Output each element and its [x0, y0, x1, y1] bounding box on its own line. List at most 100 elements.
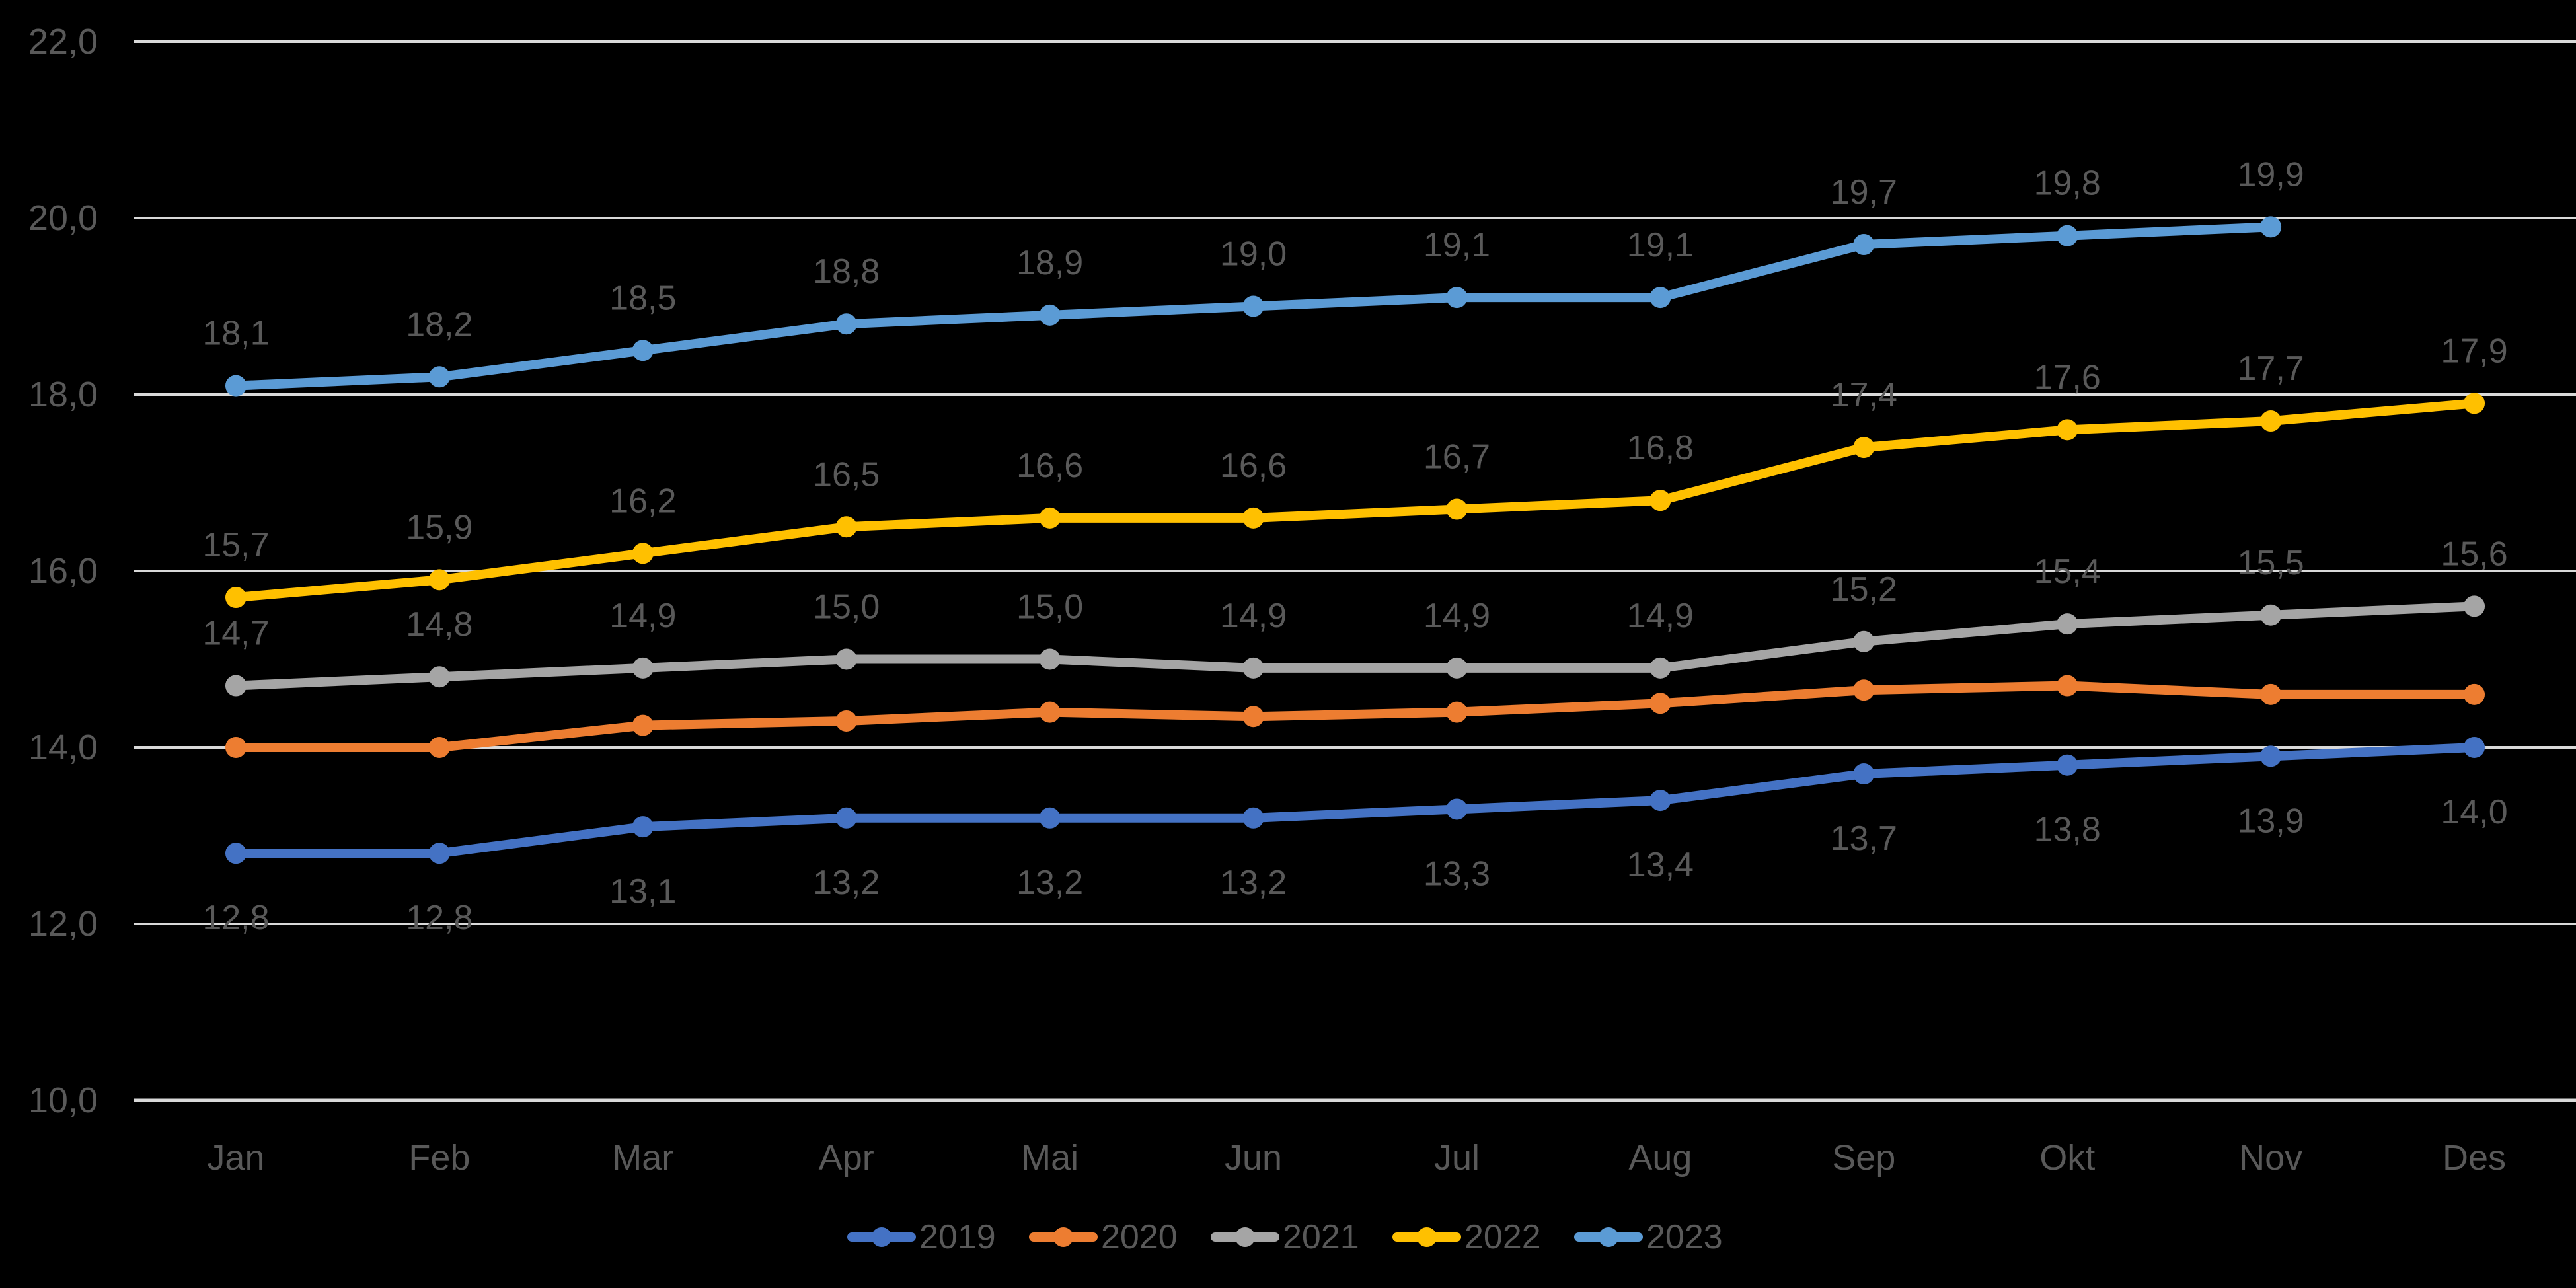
data-point-marker — [225, 843, 246, 864]
data-label: 18,2 — [406, 305, 473, 344]
legend-label: 2021 — [1283, 1218, 1359, 1256]
data-label: 18,8 — [813, 252, 880, 291]
data-label: 13,3 — [1423, 854, 1490, 893]
data-labels-2021: 14,7 14,8 14,9 15,0 15,0 14,9 14,9 14,9 15,2 15,4… — [202, 535, 2507, 652]
x-axis-label: Jul — [1434, 1138, 1480, 1178]
data-point-marker — [2260, 410, 2282, 432]
data-label: 13,2 — [1016, 864, 1083, 902]
data-point-marker — [2057, 754, 2078, 776]
data-point-marker — [1446, 498, 1468, 520]
data-label: 14,9 — [1627, 597, 1694, 635]
series-line-2021 — [231, 601, 2480, 691]
x-axis-label: Mai — [1021, 1138, 1079, 1178]
data-label: 14,7 — [202, 615, 269, 653]
data-label: 15,2 — [1831, 570, 1897, 609]
series-2023 — [225, 216, 2282, 397]
data-point-marker — [835, 648, 857, 670]
data-label: 15,9 — [406, 508, 473, 547]
data-label: 19,7 — [1831, 173, 1897, 211]
data-label: 15,0 — [813, 588, 880, 626]
x-axis-label: Mar — [612, 1138, 673, 1178]
data-point-marker — [1242, 657, 1264, 679]
data-point-marker — [2260, 745, 2282, 767]
data-point-marker — [2260, 604, 2282, 626]
data-point-marker — [225, 737, 246, 758]
x-axis-label: Sep — [1832, 1138, 1895, 1178]
data-point-marker — [1853, 630, 1875, 652]
y-axis-tick-label: 10,0 — [28, 1080, 98, 1120]
x-axis-label: Jun — [1225, 1138, 1282, 1178]
data-label: 12,8 — [406, 899, 473, 937]
legend-item-2023: 2023 — [1574, 1218, 1723, 1256]
data-point-marker — [2057, 225, 2078, 246]
legend-marker-icon — [872, 1227, 891, 1247]
data-label: 16,6 — [1016, 447, 1083, 485]
data-point-marker — [1039, 304, 1061, 326]
data-point-marker — [1242, 507, 1264, 529]
data-label: 19,0 — [1220, 235, 1287, 274]
y-axis-tick-label: 20,0 — [28, 198, 98, 238]
series-2020 — [225, 675, 2485, 758]
data-label: 18,9 — [1016, 244, 1083, 282]
data-label: 13,2 — [813, 864, 880, 902]
data-label: 13,2 — [1220, 864, 1287, 902]
data-point-marker — [835, 807, 857, 829]
data-point-marker — [632, 340, 654, 361]
legend-item-2019: 2019 — [847, 1218, 996, 1256]
series-2022 — [225, 393, 2485, 609]
data-label: 16,8 — [1627, 429, 1694, 467]
data-label: 17,7 — [2238, 350, 2304, 388]
data-label: 15,0 — [1016, 588, 1083, 626]
data-point-marker — [428, 666, 450, 688]
data-label: 12,8 — [202, 899, 269, 937]
legend-marker-icon — [1599, 1227, 1618, 1247]
data-point-marker — [1853, 437, 1875, 459]
data-point-marker — [1853, 763, 1875, 785]
data-labels-2019: 12,8 12,8 13,1 13,2 13,2 13,2 13,3 13,4 13,7 13,8… — [202, 793, 2507, 937]
x-axis-label: Nov — [2239, 1138, 2302, 1178]
data-point-marker — [632, 543, 654, 564]
data-point-marker — [1649, 490, 1671, 511]
data-label: 17,9 — [2441, 332, 2507, 370]
y-axis-tick-labels: 22,0 20,0 18,0 16,0 14,0 12,0 10,0 — [28, 22, 98, 1120]
data-point-marker — [1446, 657, 1468, 679]
data-label: 18,1 — [202, 315, 269, 353]
data-label: 14,8 — [406, 605, 473, 644]
legend: 2019 2020 2021 2022 2023 — [847, 1218, 1723, 1256]
legend-marker-icon — [1235, 1227, 1255, 1247]
series-line-2019 — [231, 743, 2480, 858]
data-point-marker — [1446, 287, 1468, 309]
x-axis-label: Aug — [1628, 1138, 1692, 1178]
data-point-marker — [2057, 419, 2078, 441]
legend-item-2022: 2022 — [1392, 1218, 1541, 1256]
data-label: 15,7 — [202, 526, 269, 564]
data-point-marker — [428, 366, 450, 388]
data-point-marker — [632, 657, 654, 679]
x-axis-label: Jan — [207, 1138, 264, 1178]
data-label: 17,4 — [1831, 376, 1897, 414]
data-point-marker — [225, 587, 246, 609]
data-label: 15,5 — [2238, 544, 2304, 582]
y-axis-tick-label: 16,0 — [28, 551, 98, 591]
data-labels-2023: 18,1 18,2 18,5 18,8 18,9 19,0 19,1 19,1 19,7 19,8… — [202, 155, 2304, 352]
legend-item-2020: 2020 — [1029, 1218, 1178, 1256]
data-point-marker — [835, 516, 857, 538]
legend-marker-icon — [1417, 1227, 1437, 1247]
legend-label: 2022 — [1464, 1218, 1541, 1256]
data-point-marker — [835, 710, 857, 732]
data-point-marker — [1242, 706, 1264, 728]
data-label: 14,9 — [1220, 597, 1287, 635]
data-label: 14,9 — [1423, 597, 1490, 635]
series-2019 — [225, 737, 2485, 864]
data-label: 17,6 — [2034, 358, 2101, 397]
data-point-marker — [1039, 507, 1061, 529]
data-label: 16,6 — [1220, 447, 1287, 485]
legend-label: 2023 — [1646, 1218, 1723, 1256]
data-point-marker — [2464, 737, 2485, 758]
data-point-marker — [835, 313, 857, 335]
legend-marker-icon — [1053, 1227, 1073, 1247]
data-label: 13,7 — [1831, 819, 1897, 858]
